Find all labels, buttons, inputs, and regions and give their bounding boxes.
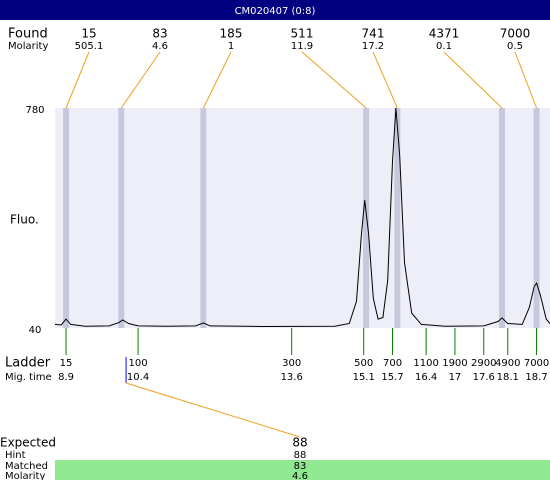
hint-label: Hint [5, 450, 26, 461]
found-molarity: 17.2 [362, 41, 384, 52]
found-connector [301, 51, 367, 109]
found-peak-band [394, 108, 401, 328]
found-connector [372, 51, 398, 109]
molarity-value: 4.6 [292, 471, 308, 480]
ladder-size: 300 [282, 358, 301, 369]
matched-row [55, 460, 550, 480]
ladder-size: 4900 [495, 358, 520, 369]
found-connector [65, 51, 90, 109]
found-connector [443, 51, 503, 109]
y-axis-label: Fluo. [10, 213, 39, 227]
found-connector [120, 51, 161, 109]
expected-molarity-label: Molarity [5, 471, 45, 480]
plot-area [55, 108, 550, 328]
found-peak-band [533, 108, 540, 328]
expected-label: Expected [0, 436, 56, 450]
ladder-time: 10.4 [127, 372, 149, 383]
ladder-size: 1900 [442, 358, 467, 369]
found-peak-band [498, 108, 505, 328]
found-size: 511 [291, 27, 314, 41]
ladder-time: 18.7 [525, 372, 547, 383]
ladder-size: 700 [383, 358, 402, 369]
matched-value: 83 [294, 461, 307, 472]
ladder-label: Ladder [5, 356, 51, 371]
ladder-size: 15 [60, 358, 73, 369]
ladder-size: 1100 [413, 358, 438, 369]
ladder-size: 500 [354, 358, 373, 369]
found-size: 741 [362, 27, 385, 41]
found-molarity: 0.1 [436, 41, 452, 52]
molarity-label: Molarity [8, 41, 48, 52]
found-label: Found [8, 27, 48, 42]
found-connector [514, 51, 538, 109]
found-molarity: 1 [228, 41, 234, 52]
ladder-size: 7000 [524, 358, 549, 369]
ladder-time: 8.9 [58, 372, 74, 383]
mig-time-label: Mig. time [5, 372, 52, 383]
found-size: 7000 [500, 27, 531, 41]
found-connector [202, 51, 232, 109]
matched-label: Matched [5, 461, 48, 472]
found-size: 4371 [429, 27, 460, 41]
found-peak-band [363, 108, 370, 328]
ladder-size: 100 [129, 358, 148, 369]
found-molarity: 4.6 [152, 41, 168, 52]
title: CM020407 (0:8) [235, 6, 316, 17]
y-tick-label: 780 [25, 105, 44, 116]
found-peak-band [118, 108, 125, 328]
expected-value: 88 [292, 436, 307, 450]
ladder-size: 2900 [471, 358, 496, 369]
ladder-time: 18.1 [497, 372, 519, 383]
trace [54, 107, 550, 328]
ladder-time: 16.4 [415, 372, 437, 383]
found-molarity: 0.5 [507, 41, 523, 52]
ladder-time: 15.7 [381, 372, 403, 383]
found-molarity: 11.9 [291, 41, 313, 52]
y-tick-label: 40 [29, 325, 42, 336]
found-molarity: 505.1 [75, 41, 104, 52]
expected-connector [125, 382, 301, 438]
found-size: 15 [81, 27, 96, 41]
ladder-time: 15.1 [353, 372, 375, 383]
found-peak-band [63, 108, 70, 328]
title-bar [0, 0, 550, 20]
found-peak-band [200, 108, 207, 328]
found-size: 185 [220, 27, 243, 41]
found-size: 83 [152, 27, 167, 41]
ladder-time: 17 [449, 372, 462, 383]
hint-value: 88 [294, 450, 307, 461]
ladder-time: 13.6 [281, 372, 303, 383]
ladder-time: 17.6 [473, 372, 495, 383]
